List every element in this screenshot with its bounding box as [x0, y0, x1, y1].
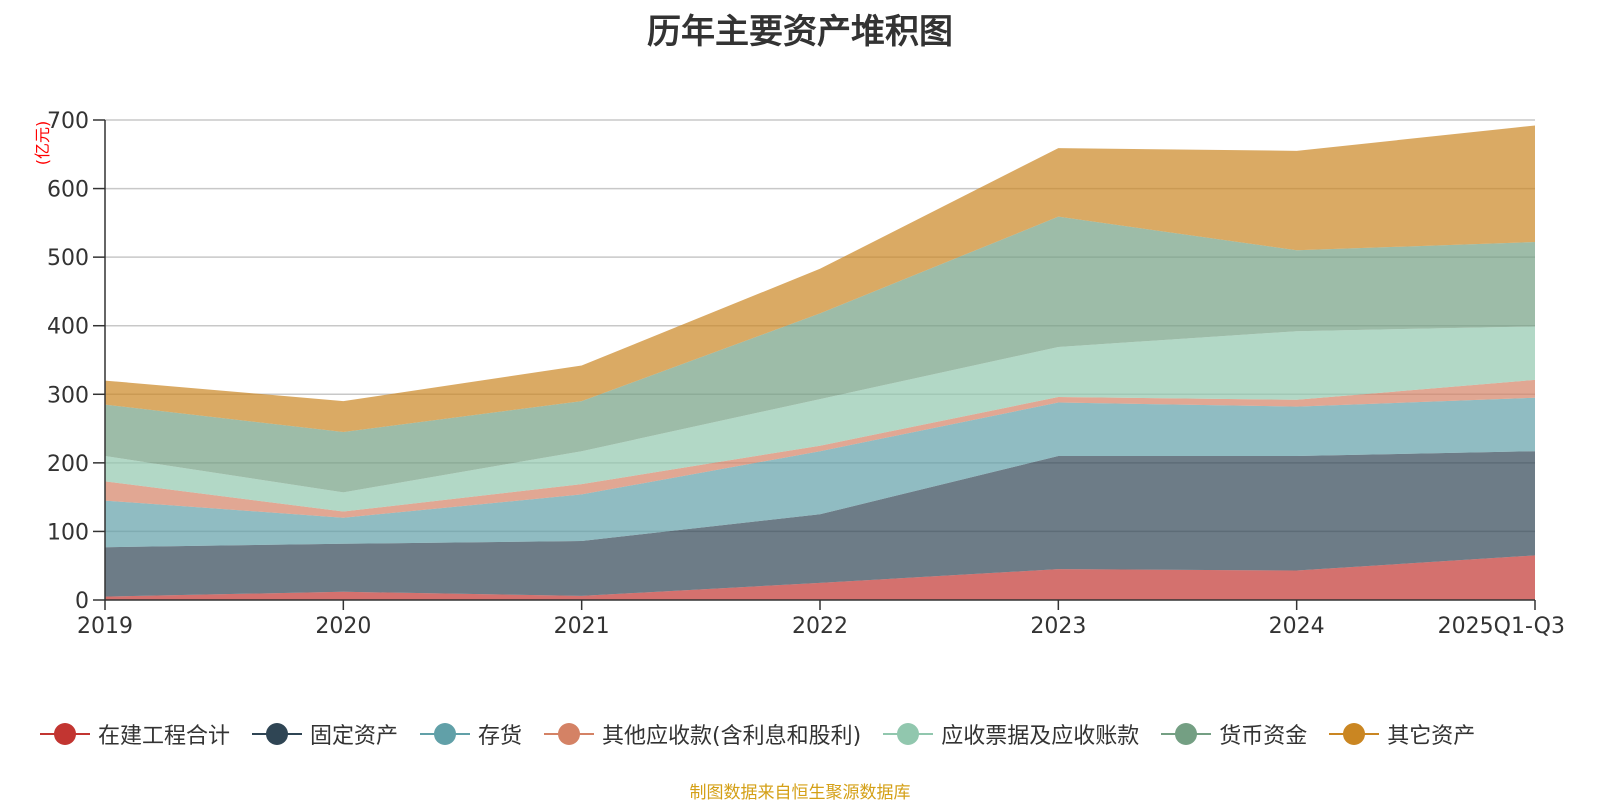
legend: 在建工程合计 固定资产 存货 其他应收款(含利息和股利) 应收票据及应收账款 货币资金 其它…: [40, 716, 1600, 752]
y-axis-unit-label: (亿元): [33, 121, 52, 166]
y-tick-label: 400: [47, 315, 89, 340]
legend-label: 存货: [478, 724, 523, 749]
legend-item-0[interactable]: 在建工程合计: [40, 718, 230, 750]
legend-item-5[interactable]: 货币资金: [1161, 718, 1307, 750]
y-tick-label: 500: [47, 246, 89, 271]
legend-marker-icon: [420, 722, 471, 746]
area-series-6: [105, 125, 1535, 432]
legend-marker-icon: [883, 722, 934, 746]
legend-marker-icon: [252, 722, 303, 746]
legend-marker-icon: [1329, 722, 1380, 746]
legend-label: 货币资金: [1219, 724, 1308, 749]
y-tick-label: 300: [47, 383, 89, 408]
legend-item-6[interactable]: 其它资产: [1329, 718, 1475, 750]
x-tick-label: 2019: [77, 614, 133, 639]
area-series-5: [105, 216, 1535, 493]
area-series-0: [105, 555, 1535, 600]
legend-label: 其他应收款(含利息和股利): [602, 724, 862, 749]
legend-marker-icon: [40, 722, 90, 746]
area-series-2: [105, 397, 1535, 548]
legend-label: 在建工程合计: [98, 724, 231, 749]
legend-item-1[interactable]: 固定资产: [252, 718, 398, 750]
legend-item-3[interactable]: 其他应收款(含利息和股利): [544, 718, 861, 750]
y-tick-label: 100: [47, 520, 89, 545]
legend-marker-icon: [1161, 722, 1212, 746]
legend-label: 固定资产: [310, 724, 399, 749]
y-tick-label: 200: [47, 452, 89, 477]
area-series-1: [105, 451, 1535, 597]
chart-title: 历年主要资产堆积图: [647, 12, 953, 52]
x-tick-label: 2022: [792, 614, 848, 639]
x-tick-label: 2021: [554, 614, 610, 639]
x-tick-label: 2024: [1269, 614, 1325, 639]
legend-label: 应收票据及应收账款: [941, 724, 1140, 749]
legend-item-4[interactable]: 应收票据及应收账款: [883, 718, 1139, 750]
area-series-3: [105, 379, 1535, 518]
y-tick-label: 700: [47, 109, 89, 134]
area-series-4: [105, 326, 1535, 512]
x-tick-label: 2023: [1030, 614, 1086, 639]
x-tick-label: 2020: [315, 614, 371, 639]
x-tick-label: 2025Q1-Q3: [1438, 614, 1565, 639]
source-footnote: 制图数据来自恒生聚源数据库: [689, 783, 911, 803]
y-tick-label: 0: [75, 589, 89, 614]
legend-item-2[interactable]: 存货: [420, 718, 522, 750]
legend-marker-icon: [544, 722, 595, 746]
legend-label: 其它资产: [1387, 724, 1476, 749]
y-tick-label: 600: [47, 178, 89, 203]
